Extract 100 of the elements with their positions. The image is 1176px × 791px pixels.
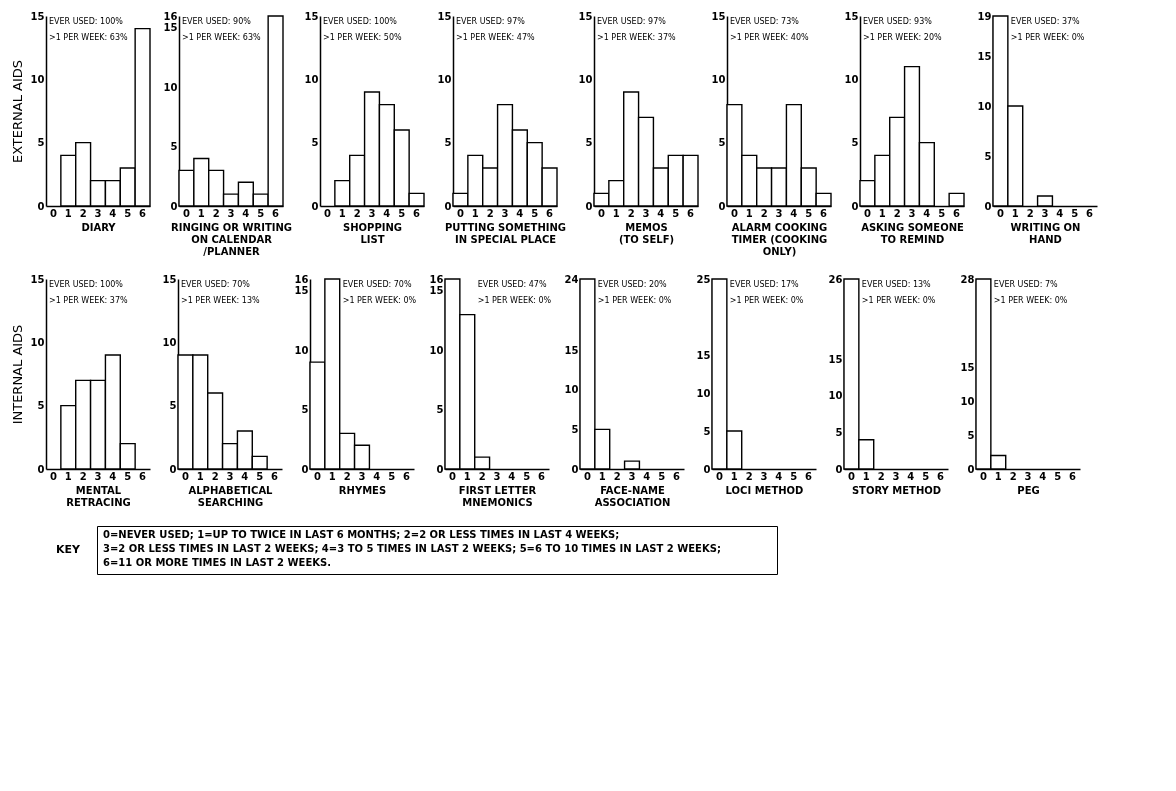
x-axis-title: FACE-NAME ASSOCIATION (594, 484, 671, 508)
y-axis-title: INTERNAL AIDS (9, 324, 25, 425)
x-tick-label: 6 (687, 207, 695, 219)
x-tick-label: 0 (182, 207, 190, 219)
x-tick-label: 3 (642, 207, 650, 219)
x-tick-label: 4 (109, 207, 117, 219)
x-tick-label: 4 (383, 207, 391, 219)
x-tick-label: 6 (820, 207, 828, 219)
y-tick-label: 10 (294, 344, 309, 356)
y-tick-label: 10 (163, 81, 178, 93)
x-tick-label: 4 (907, 470, 915, 482)
x-tick-label: 3 (358, 470, 366, 482)
annotation: >1 PER WEEK: 0% (477, 296, 552, 305)
annotation: >1 PER WEEK: 37% (597, 33, 676, 42)
annotation: >1 PER WEEK: 37% (49, 296, 128, 305)
x-tick-label: 0 (456, 207, 464, 219)
x-tick-label: 6 (272, 207, 280, 219)
x-tick-label: 3 (94, 207, 102, 219)
x-tick-label: 1 (196, 470, 204, 482)
y-tick-label: 15 (578, 10, 593, 22)
y-tick-label: 5 (835, 426, 843, 438)
x-axis-title: PUTTING SOMETHING IN SPECIAL PLACE (444, 221, 567, 245)
x-tick-label: 4 (241, 470, 249, 482)
text: 3=2 OR LESS TIMES IN LAST 2 WEEKS; 4=3 TO 5 TIMES IN LAST 2 WEEKS; 5=6 TO 10 TIMES IN LAST 2 WEEKS; (103, 543, 721, 554)
x-tick-label: 6 (403, 470, 411, 482)
x-tick-label: 6 (139, 470, 147, 482)
x-tick-label: 2 (893, 207, 901, 219)
x-tick-label: 4 (1039, 470, 1047, 482)
y-tick-label: 10 (960, 395, 975, 407)
y-tick-label: 10 (578, 73, 593, 85)
x-tick-label: 3 (1041, 207, 1049, 219)
x-axis-title: RHYMES (338, 484, 387, 496)
annotation: EVER USED: 97% (456, 17, 526, 26)
x-tick-label: 3 (226, 470, 234, 482)
x-tick-label: 6 (1069, 470, 1077, 482)
x-axis-title: ALPHABETICAL SEARCHING (188, 484, 274, 508)
y-tick-label: 15 (30, 273, 45, 285)
x-tick-label: 6 (546, 207, 554, 219)
annotation: EVER USED: 70% (181, 280, 251, 289)
x-tick-label: 5 (257, 207, 265, 219)
annotation: >1 PER WEEK: 0% (597, 296, 672, 305)
y-tick-label: 15 (828, 353, 843, 365)
x-tick-label: 0 (49, 207, 57, 219)
annotation: EVER USED: 97% (597, 17, 667, 26)
x-axis-title: DIARY (81, 221, 117, 233)
y-tick-label: 28 (960, 273, 975, 285)
x-tick-label: 6 (673, 470, 681, 482)
x-tick-label: 4 (643, 470, 651, 482)
x-tick-label: 4 (373, 470, 381, 482)
x-tick-label: 2 (211, 470, 219, 482)
x-tick-label: 0 (323, 207, 331, 219)
x-tick-label: 2 (486, 207, 494, 219)
x-tick-label: 3 (94, 470, 102, 482)
x-tick-label: 3 (368, 207, 376, 219)
x-tick-label: 5 (672, 207, 680, 219)
x-tick-label: 3 (760, 470, 768, 482)
annotation: >1 PER WEEK: 63% (182, 33, 261, 42)
y-tick-label: 10 (828, 390, 843, 402)
annotation: >1 PER WEEK: 47% (456, 33, 535, 42)
y-tick-label: 5 (571, 423, 579, 435)
y-tick-label: 16 (294, 273, 309, 285)
annotation: EVER USED: 20% (597, 280, 668, 289)
x-tick-label: 6 (538, 470, 546, 482)
x-tick-label: 1 (338, 207, 346, 219)
annotation: EVER USED: 37% (1010, 17, 1081, 26)
y-tick-label: 15 (30, 10, 45, 22)
y-tick-label: 15 (304, 10, 319, 22)
x-tick-label: 5 (388, 470, 396, 482)
y-tick-label: 16 (163, 10, 178, 22)
y-tick-label: 10 (844, 73, 859, 85)
y-tick-label: 15 (960, 361, 975, 373)
annotation: >1 PER WEEK: 50% (323, 33, 402, 42)
x-tick-label: 3 (227, 207, 235, 219)
x-tick-label: 5 (523, 470, 531, 482)
x-tick-label: 1 (64, 470, 72, 482)
y-tick-label: 15 (844, 10, 859, 22)
annotation: EVER USED: 100% (49, 280, 124, 289)
x-tick-label: 2 (212, 207, 220, 219)
x-tick-label: 2 (79, 470, 87, 482)
y-tick-label: 15 (696, 349, 711, 361)
y-tick-label: 10 (437, 73, 452, 85)
x-tick-label: 2 (478, 470, 486, 482)
x-tick-label: 6 (413, 207, 421, 219)
x-axis-title: PEG (1017, 484, 1040, 496)
y-tick-label: 19 (977, 10, 992, 22)
x-tick-label: 2 (613, 470, 621, 482)
x-tick-label: 2 (877, 470, 885, 482)
x-tick-label: 2 (1026, 207, 1034, 219)
x-tick-label: 5 (805, 207, 813, 219)
y-tick-label: 5 (37, 137, 45, 149)
annotation: >1 PER WEEK: 0% (342, 296, 417, 305)
y-tick-label: 15 (294, 285, 309, 297)
y-tick-label: 15 (162, 273, 177, 285)
x-axis-title: MENTAL RETRACING (66, 484, 131, 508)
annotation: >1 PER WEEK: 0% (729, 296, 804, 305)
annotation: >1 PER WEEK: 13% (181, 296, 260, 305)
x-tick-label: 1 (878, 207, 886, 219)
x-tick-label: 4 (1056, 207, 1064, 219)
x-tick-label: 6 (953, 207, 961, 219)
x-tick-label: 2 (1009, 470, 1017, 482)
